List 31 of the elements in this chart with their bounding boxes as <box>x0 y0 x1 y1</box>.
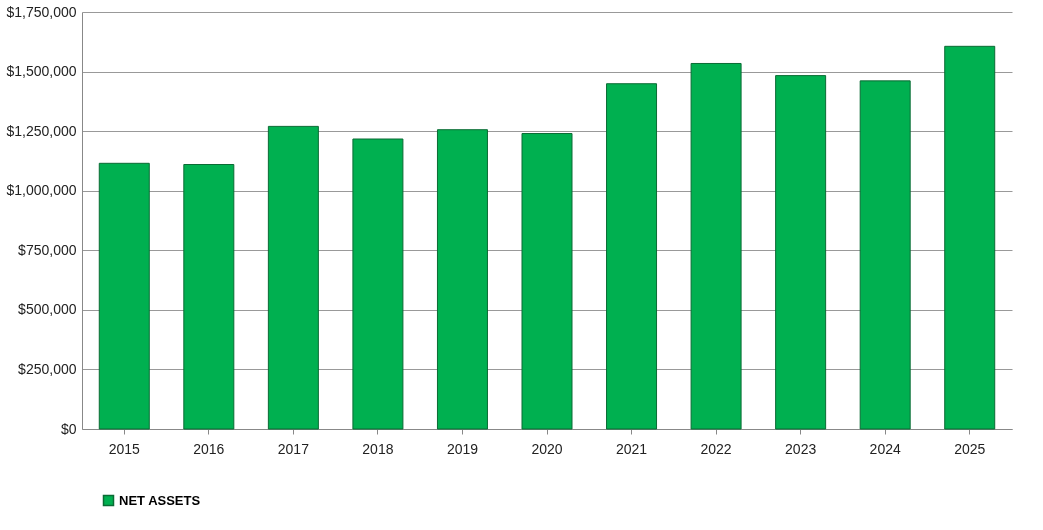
x-tick-label: 2018 <box>362 440 394 457</box>
x-tick-label: 2020 <box>531 440 563 457</box>
bar <box>183 164 235 430</box>
y-tick-label: $1,250,000 <box>6 122 77 139</box>
y-tick-label: $1,500,000 <box>6 63 77 80</box>
bar <box>775 75 827 430</box>
x-tick-label: 2025 <box>954 440 986 457</box>
bar <box>267 125 319 430</box>
y-tick-label: $0 <box>60 420 77 437</box>
bar <box>352 138 404 430</box>
x-tick-label: 2017 <box>277 440 310 457</box>
x-tick-label: 2022 <box>700 440 732 457</box>
x-tick-label: 2021 <box>615 440 648 457</box>
x-tick-label: 2016 <box>193 440 225 457</box>
x-tick-label: 2015 <box>108 440 141 457</box>
x-tick-label: 2019 <box>446 440 479 457</box>
bar <box>690 62 742 430</box>
bar <box>606 83 658 430</box>
bar <box>944 45 996 430</box>
bar <box>98 162 150 430</box>
y-tick-label: $500,000 <box>18 301 77 318</box>
y-tick-label: $250,000 <box>18 360 77 377</box>
bar <box>436 129 488 430</box>
x-tick-label: 2024 <box>869 440 901 457</box>
legend-label: NET ASSETS <box>119 492 201 508</box>
y-tick-label: $1,750,000 <box>6 3 77 20</box>
bar <box>859 80 911 430</box>
x-tick-label: 2023 <box>785 440 817 457</box>
y-tick-label: $750,000 <box>18 241 77 258</box>
bar <box>521 133 573 430</box>
y-tick-label: $1,000,000 <box>6 182 77 199</box>
